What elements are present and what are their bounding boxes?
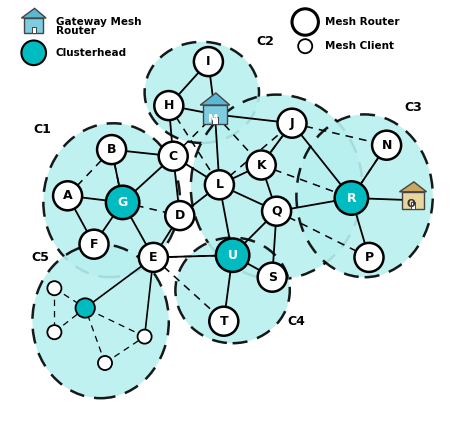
Text: N: N: [382, 139, 392, 152]
Circle shape: [80, 230, 109, 259]
Text: C: C: [169, 150, 178, 163]
Circle shape: [139, 243, 168, 272]
Text: A: A: [63, 189, 73, 202]
Text: T: T: [219, 315, 228, 328]
Text: I: I: [206, 55, 210, 68]
Circle shape: [194, 47, 223, 76]
Text: Mesh Router: Mesh Router: [325, 17, 400, 27]
Circle shape: [21, 40, 46, 65]
Circle shape: [246, 150, 276, 180]
Text: U: U: [228, 249, 237, 262]
Text: C4: C4: [287, 315, 305, 328]
Circle shape: [137, 330, 152, 344]
Circle shape: [277, 109, 307, 138]
Text: B: B: [107, 143, 116, 156]
Text: L: L: [215, 178, 223, 191]
FancyBboxPatch shape: [24, 18, 44, 33]
Text: C2: C2: [256, 35, 274, 48]
Text: D: D: [175, 209, 185, 222]
Ellipse shape: [32, 244, 169, 398]
Text: O: O: [406, 199, 415, 209]
Circle shape: [106, 186, 139, 219]
FancyBboxPatch shape: [32, 27, 36, 33]
Text: Mesh Client: Mesh Client: [325, 41, 394, 51]
Circle shape: [159, 142, 188, 171]
Circle shape: [355, 243, 383, 272]
Circle shape: [216, 238, 249, 272]
Text: P: P: [365, 251, 374, 264]
Circle shape: [205, 170, 234, 199]
Ellipse shape: [145, 42, 259, 143]
Circle shape: [97, 135, 126, 164]
Text: C5: C5: [31, 251, 49, 264]
Text: H: H: [164, 99, 174, 112]
Text: Clusterhead: Clusterhead: [56, 48, 127, 58]
Polygon shape: [200, 93, 230, 105]
Text: F: F: [90, 238, 98, 251]
Ellipse shape: [191, 95, 363, 279]
Text: M: M: [208, 114, 218, 124]
Circle shape: [53, 181, 82, 210]
FancyBboxPatch shape: [203, 105, 227, 124]
Text: E: E: [149, 251, 158, 264]
Circle shape: [47, 281, 62, 295]
Circle shape: [98, 356, 112, 370]
Ellipse shape: [296, 114, 433, 277]
Text: C3: C3: [404, 101, 422, 114]
Circle shape: [154, 91, 183, 120]
FancyBboxPatch shape: [212, 117, 218, 124]
Text: C1: C1: [34, 123, 52, 136]
Ellipse shape: [43, 123, 180, 277]
Circle shape: [47, 325, 62, 339]
Text: Router: Router: [56, 26, 96, 36]
Circle shape: [258, 263, 287, 292]
FancyBboxPatch shape: [402, 192, 424, 209]
Circle shape: [372, 131, 401, 160]
Polygon shape: [400, 182, 427, 192]
Circle shape: [165, 201, 194, 230]
Circle shape: [262, 197, 291, 226]
Text: Gateway Mesh: Gateway Mesh: [56, 17, 141, 27]
Circle shape: [335, 181, 368, 215]
Text: Q: Q: [271, 205, 282, 218]
Polygon shape: [21, 8, 46, 18]
Text: G: G: [118, 196, 128, 209]
Circle shape: [292, 9, 319, 35]
Circle shape: [210, 307, 238, 336]
Circle shape: [298, 39, 312, 53]
Text: S: S: [268, 271, 277, 284]
Text: J: J: [290, 117, 294, 130]
Text: R: R: [346, 191, 356, 205]
Text: K: K: [256, 158, 266, 172]
Circle shape: [75, 298, 95, 318]
Ellipse shape: [175, 238, 290, 343]
FancyBboxPatch shape: [410, 202, 415, 209]
